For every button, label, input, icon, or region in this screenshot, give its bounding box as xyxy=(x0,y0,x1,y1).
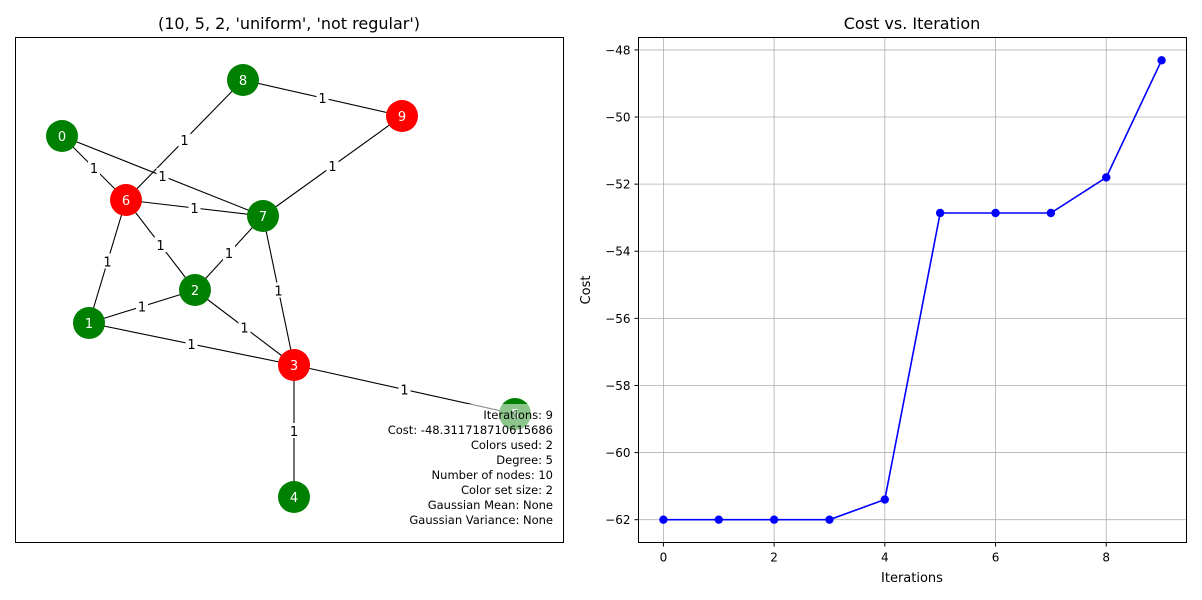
info-line: Color set size: 2 xyxy=(461,483,553,497)
edge-weight-label: 1 xyxy=(240,322,248,337)
node-9 xyxy=(386,100,418,132)
node-3 xyxy=(278,349,310,381)
y-tick-label: −62 xyxy=(605,513,630,527)
edge-label-bg xyxy=(185,336,198,351)
edge-label-bg xyxy=(101,253,114,269)
edge-label-bg xyxy=(288,423,300,438)
cost-point xyxy=(880,495,890,504)
graph-frame xyxy=(15,37,564,543)
info-line: Colors used: 2 xyxy=(471,438,553,452)
chart-title: Cost vs. Iteration xyxy=(844,14,981,33)
node-label-4: 4 xyxy=(290,491,298,506)
edge-weight-label: 1 xyxy=(103,256,111,271)
edge-weight-label: 1 xyxy=(274,285,282,300)
node-label-2: 2 xyxy=(191,284,199,299)
chart-frame xyxy=(638,37,1187,543)
info-box xyxy=(368,404,558,542)
y-tick-label: −58 xyxy=(605,379,630,393)
edge-label-bg xyxy=(188,200,201,215)
node-label-7: 7 xyxy=(259,210,267,225)
y-tick-label: −60 xyxy=(605,446,630,460)
info-line: Number of nodes: 10 xyxy=(432,468,553,482)
edge-label-bg xyxy=(88,160,100,175)
node-label-9: 9 xyxy=(398,110,406,125)
edge-label-bg xyxy=(136,298,148,314)
edge-label-bg xyxy=(156,168,169,183)
x-tick-label: 8 xyxy=(1102,551,1110,565)
edge-weight-label: 1 xyxy=(90,162,98,177)
edge-label-bg xyxy=(326,158,339,173)
graph-nodes: 0123456789 xyxy=(46,64,531,513)
edge-weight-label: 1 xyxy=(225,247,233,262)
edge-label-bg xyxy=(398,381,411,397)
x-axis-label: Iterations xyxy=(881,571,943,586)
x-tick-label: 0 xyxy=(660,551,668,565)
info-line: Iterations: 9 xyxy=(483,408,553,422)
node-7 xyxy=(247,200,279,232)
edge-label-bg xyxy=(223,245,235,260)
info-line: Gaussian Mean: None xyxy=(428,498,553,512)
y-tick-label: −54 xyxy=(605,245,630,259)
node-label-0: 0 xyxy=(58,130,66,145)
graph-panel: (10, 5, 2, 'uniform', 'not regular') 1 1 1… xyxy=(15,14,564,543)
info-line: Cost: -48.311718710615686 xyxy=(388,423,553,437)
cost-point xyxy=(1157,56,1166,65)
node-label-6: 6 xyxy=(122,194,130,209)
node-2 xyxy=(179,274,211,306)
edge-weight-label: 1 xyxy=(190,202,198,217)
cost-point xyxy=(1102,173,1111,182)
edge-weight-label: 1 xyxy=(138,301,146,316)
cost-point xyxy=(825,515,834,524)
node-label-3: 3 xyxy=(290,359,298,374)
y-tick-label: −48 xyxy=(605,43,630,57)
node-8 xyxy=(227,64,259,96)
edge-label-bg xyxy=(178,132,191,147)
cost-point xyxy=(714,515,723,524)
y-tick-label: −50 xyxy=(605,111,630,125)
edge-weight-label: 1 xyxy=(328,160,336,175)
cost-series xyxy=(659,56,1166,524)
node-0 xyxy=(46,120,78,152)
edge-label-bg xyxy=(316,90,329,105)
edge-weight-label: 1 xyxy=(290,425,298,440)
edge-label-bg xyxy=(154,237,167,252)
cost-point xyxy=(991,208,1000,218)
cost-point xyxy=(659,515,668,524)
node-1 xyxy=(73,307,105,339)
edge-weight-label: 1 xyxy=(318,92,326,107)
edge-weight-label: 1 xyxy=(187,338,195,353)
edge-weight-label: 1 xyxy=(156,239,164,254)
edge-label-bg xyxy=(238,319,251,335)
graph-title: (10, 5, 2, 'uniform', 'not regular') xyxy=(158,14,420,33)
cost-chart: Cost vs. Iteration 0 2 4 6 8 −62 −60 −58 −56 −54 −… xyxy=(579,14,1187,586)
node-label-8: 8 xyxy=(239,74,247,89)
x-tick-label: 6 xyxy=(992,551,1000,565)
y-axis-label: Cost xyxy=(579,276,594,305)
cost-point xyxy=(1046,208,1056,218)
cost-line xyxy=(663,59,1163,521)
info-line: Degree: 5 xyxy=(496,453,553,467)
chart-grid xyxy=(638,37,1187,543)
x-tick-label: 4 xyxy=(881,551,889,565)
node-4 xyxy=(278,481,310,513)
info-line: Gaussian Variance: None xyxy=(409,513,553,527)
edge-weight-label: 1 xyxy=(180,134,188,149)
edge-weight-label: 1 xyxy=(158,170,166,185)
y-tick-label: −56 xyxy=(605,312,630,326)
x-tick-label: 2 xyxy=(770,551,778,565)
node-6 xyxy=(110,184,142,216)
edge-weight-label: 1 xyxy=(400,384,408,399)
y-tick-label: −52 xyxy=(605,178,630,192)
cost-point xyxy=(935,208,945,218)
cost-point xyxy=(769,515,779,524)
edge-label-bg xyxy=(272,282,285,298)
chart-ticks: 0 2 4 6 8 −62 −60 −58 −56 −54 −52 −50 −48 xyxy=(605,43,1110,564)
node-label-1: 1 xyxy=(85,317,93,332)
